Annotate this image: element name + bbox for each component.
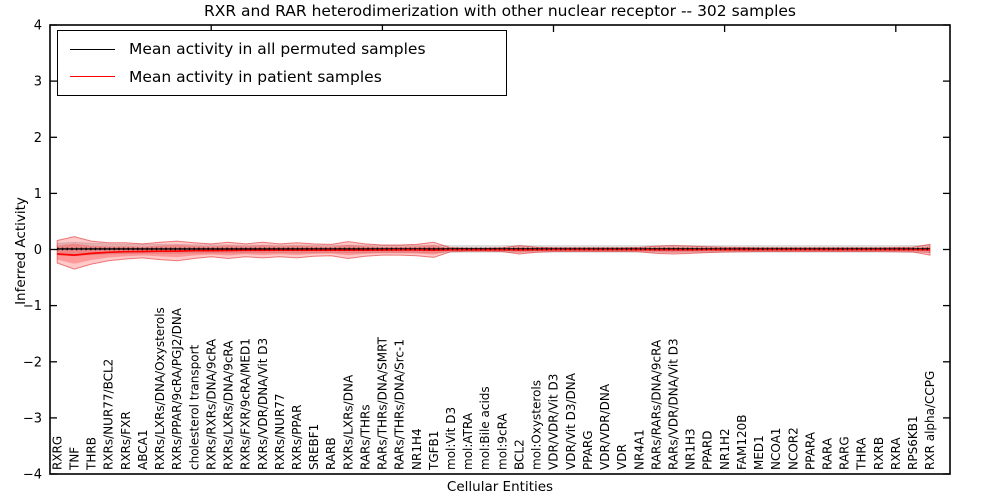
x-tick-label: mol:Vit D3: [444, 407, 458, 470]
x-tick-label: NR1H2: [718, 428, 732, 470]
x-tick-label: mol:Oxysterols: [530, 380, 544, 470]
x-tick-label: SREBF1: [307, 424, 321, 470]
x-tick-label: NR1H4: [410, 428, 424, 470]
x-tick-label: RARB: [324, 437, 338, 470]
patient-line-sample: [70, 76, 115, 78]
x-tick-label: RXRA: [889, 437, 903, 470]
y-tick-label: −2: [23, 355, 42, 370]
x-tick-label: RPS6KB1: [906, 415, 920, 470]
x-tick-label: RARs/VDR/DNA/Vit D3: [667, 338, 681, 470]
chart-title: RXR and RAR heterodimerization with othe…: [203, 2, 797, 20]
x-tick-label: FAM120B: [735, 415, 749, 471]
x-tick-label: THRA: [855, 437, 869, 471]
y-tick-label: 1: [34, 187, 42, 202]
x-tick-label: RXRG: [50, 436, 64, 470]
x-tick-label: RARs/THRs/DNA/SMRT: [376, 336, 390, 470]
x-tick-label: NCOR2: [786, 427, 800, 470]
x-tick-label: RXRs/LXRs/DNA/Oxysterols: [153, 307, 167, 470]
x-tick-label: RXRB: [872, 437, 886, 470]
legend-item-permuted: Mean activity in all permuted samples: [58, 40, 506, 58]
y-tick-label: 4: [34, 19, 42, 34]
x-tick-label: RARG: [838, 436, 852, 470]
x-tick-label: RXRs/LXRs/DNA: [341, 374, 355, 470]
x-tick-label: THRB: [85, 437, 99, 471]
legend: Mean activity in all permuted samples Me…: [57, 30, 507, 96]
x-tick-label: BCL2: [513, 439, 527, 470]
x-tick-label: VDR/Vit D3/DNA: [564, 372, 578, 470]
y-tick-label: −4: [23, 468, 42, 483]
x-tick-label: RARs/THRs: [358, 404, 372, 470]
x-tick-label: TNF: [68, 447, 82, 471]
y-tick-label: −3: [23, 411, 42, 426]
x-tick-label: VDR: [615, 444, 629, 470]
permuted-line-sample: [70, 48, 115, 50]
legend-label-patient: Mean activity in patient samples: [129, 67, 382, 86]
x-tick-label: RARs/RARs/DNA/9cRA: [649, 339, 663, 470]
y-tick-label: 0: [34, 243, 42, 258]
y-axis-label: Inferred Activity: [13, 197, 29, 305]
x-tick-label: mol:Bile acids: [478, 386, 492, 470]
patient-band-outer: [56, 236, 931, 270]
x-tick-label: RXRs/LXRs/DNA/9cRA: [222, 340, 236, 470]
x-tick-label: PPARG: [581, 430, 595, 470]
x-tick-label: RXRs/VDR/DNA/Vit D3: [256, 338, 270, 470]
x-tick-label: mol:ATRA: [461, 412, 475, 470]
x-tick-label: NCOA1: [769, 428, 783, 470]
y-tick-label: 3: [34, 75, 42, 90]
x-tick-label: RXRs/NUR77: [273, 393, 287, 470]
x-tick-label: VDR/VDR/DNA: [598, 383, 612, 470]
x-tick-label: RXRs/RXRs/DNA/9cRA: [204, 338, 218, 470]
x-tick-label: PPARA: [803, 431, 817, 470]
x-tick-label: RXRs/PPAR: [290, 405, 304, 470]
x-tick-label: PPARD: [701, 431, 715, 471]
x-tick-label: RXRs/NUR77/BCL2: [102, 359, 116, 470]
x-tick-label: mol:9cRA: [495, 413, 509, 470]
x-tick-label: NR4A1: [632, 429, 646, 470]
legend-item-patient: Mean activity in patient samples: [58, 68, 506, 86]
y-tick-label: −1: [23, 299, 42, 314]
x-tick-label: RXRs/FXR/9cRA/MED1: [239, 338, 253, 470]
x-tick-label: cholesterol transport: [187, 344, 201, 470]
x-tick-label: RARA: [821, 437, 835, 470]
x-tick-label: RXR alpha/CCPG: [923, 371, 937, 470]
x-tick-label: VDR/VDR/Vit D3: [547, 374, 561, 470]
x-tick-label: ABCA1: [136, 430, 150, 470]
patient-mean-line: [57, 248, 931, 256]
y-tick-label: 2: [34, 131, 42, 146]
legend-label-permuted: Mean activity in all permuted samples: [129, 40, 426, 59]
x-tick-label: TGFB1: [427, 431, 441, 471]
x-axis-label: Cellular Entities: [446, 479, 554, 495]
x-tick-label: RARs/THRs/DNA/Src-1: [393, 339, 407, 470]
x-tick-label: MED1: [752, 435, 766, 470]
x-tick-label: RXRs/PPAR/9cRA/PGJ2/DNA: [170, 307, 184, 470]
x-tick-label: RXRs/FXR: [119, 411, 133, 470]
x-tick-label: NR1H3: [684, 428, 698, 470]
